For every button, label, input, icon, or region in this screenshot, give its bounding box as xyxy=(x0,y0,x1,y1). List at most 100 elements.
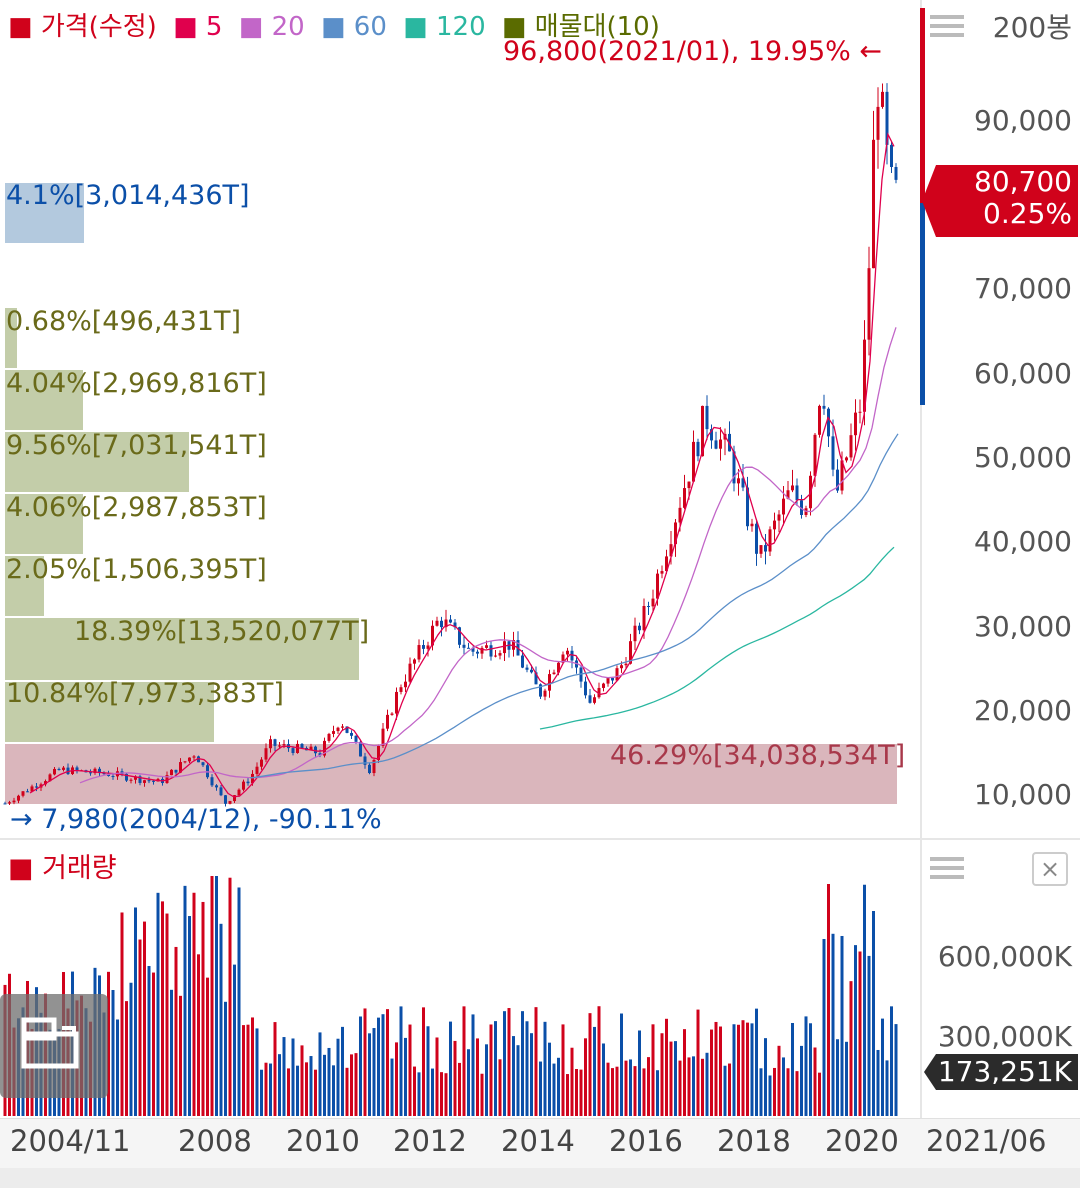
vp-bar-9 xyxy=(5,744,897,804)
x-label-2008: 2008 xyxy=(178,1124,252,1158)
volume-bar xyxy=(611,1068,614,1116)
volume-bar xyxy=(345,1067,349,1116)
volume-bar xyxy=(669,1041,673,1116)
candle-body xyxy=(17,795,20,801)
candle-body xyxy=(719,439,722,449)
candle-body xyxy=(111,776,115,778)
volume-bar xyxy=(597,1006,601,1116)
volume-bar xyxy=(206,977,209,1116)
volume-bar xyxy=(741,1020,745,1116)
legend-ma60[interactable]: ■ 60 xyxy=(320,12,387,42)
candle-body xyxy=(426,645,430,649)
volume-bar xyxy=(341,1026,344,1116)
candle-body xyxy=(53,768,56,775)
price-menu-icon[interactable] xyxy=(930,10,964,42)
candle-body xyxy=(93,768,97,774)
price-chart[interactable] xyxy=(0,0,920,838)
volume-bar xyxy=(224,1001,227,1116)
period-label[interactable]: 200봉 xyxy=(992,11,1072,44)
candle-body xyxy=(435,620,439,626)
volume-bar xyxy=(359,1016,362,1116)
volume-bar xyxy=(282,1037,286,1116)
volume-bar xyxy=(872,911,875,1116)
volume-bar xyxy=(314,1069,317,1116)
volume-bar xyxy=(386,1009,389,1116)
candle-body xyxy=(453,622,457,628)
volume-bar xyxy=(696,1009,700,1116)
candle-body xyxy=(737,478,740,484)
x-label-2020: 2020 xyxy=(825,1124,899,1158)
volume-bar xyxy=(377,1017,380,1116)
volume-bar xyxy=(332,1065,335,1116)
candle-body xyxy=(588,695,592,703)
close-volume-button[interactable]: × xyxy=(1032,852,1068,886)
vp-bar-5 xyxy=(5,494,83,554)
candle-body xyxy=(849,435,853,458)
volume-chart[interactable] xyxy=(0,0,920,1120)
volume-bar xyxy=(210,876,214,1116)
volume-bar xyxy=(791,1023,794,1116)
volume-bar xyxy=(737,1024,740,1116)
volume-bar xyxy=(831,933,835,1116)
volume-bar xyxy=(336,1038,340,1116)
volume-bar xyxy=(120,912,124,1116)
volume-bar xyxy=(215,876,218,1116)
candle-body xyxy=(48,774,52,782)
candle-body xyxy=(354,735,358,742)
candle-body xyxy=(219,787,223,796)
volume-bar xyxy=(372,1028,376,1116)
candle-body xyxy=(593,697,596,703)
volume-bar xyxy=(305,1062,308,1116)
legend-volume-profile[interactable]: ■ 매물대(10) xyxy=(501,12,660,42)
candle-body xyxy=(696,441,700,457)
volume-bar xyxy=(494,1021,497,1116)
volume-bar xyxy=(192,892,196,1116)
candle-body xyxy=(620,665,623,669)
candle-body xyxy=(278,745,281,747)
vp-label-1: 4.1%[3,014,436T] xyxy=(6,180,250,211)
legend-ma120[interactable]: ■ 120 xyxy=(403,12,486,42)
candle-body xyxy=(750,523,754,527)
candle-body xyxy=(327,733,331,741)
candle-body xyxy=(66,767,70,775)
volume-bar xyxy=(264,1062,268,1116)
volume-bar xyxy=(773,1067,776,1116)
vp-label-5: 4.06%[2,987,853T] xyxy=(6,492,267,523)
volume-bar xyxy=(705,1052,709,1116)
legend-price[interactable]: ■ 가격(수정) xyxy=(8,12,157,42)
volume-bar xyxy=(804,1016,808,1116)
candle-body xyxy=(822,405,826,409)
rotate-screen-button[interactable] xyxy=(0,994,108,1098)
candle-body xyxy=(399,687,403,692)
candle-body xyxy=(561,654,565,663)
volume-bar xyxy=(147,966,151,1116)
candle-body xyxy=(381,728,385,746)
candle-body xyxy=(8,802,11,804)
x-label-2004: 2004/11 xyxy=(10,1124,131,1158)
volume-bar xyxy=(687,1057,691,1116)
candle-body xyxy=(566,650,569,655)
volume-bar xyxy=(188,916,191,1116)
current-price: 80,700 xyxy=(974,165,1072,198)
volume-bar xyxy=(665,1018,668,1116)
vp-label-2: 0.68%[496,431T] xyxy=(6,306,241,337)
legend-ma5[interactable]: ■ 5 xyxy=(173,12,223,42)
volume-bar xyxy=(453,1040,457,1116)
volume-bar xyxy=(714,1021,718,1116)
volume-menu-icon[interactable] xyxy=(930,852,964,884)
volume-bar xyxy=(156,892,160,1116)
volume-bar xyxy=(647,1057,650,1116)
candle-body xyxy=(102,773,106,775)
candle-body xyxy=(368,764,371,774)
volume-bar xyxy=(867,955,871,1116)
candle-body xyxy=(836,469,839,491)
volume-bar xyxy=(660,1033,664,1116)
vp-bar-3 xyxy=(5,370,83,430)
price-range-down-bar xyxy=(920,203,925,405)
legend-ma20[interactable]: ■ 20 xyxy=(238,12,305,42)
candle-body xyxy=(710,429,713,441)
volume-bar xyxy=(651,1024,655,1116)
candle-body xyxy=(395,691,398,714)
volume-bar xyxy=(701,1058,704,1116)
volume-bar xyxy=(593,1026,596,1116)
